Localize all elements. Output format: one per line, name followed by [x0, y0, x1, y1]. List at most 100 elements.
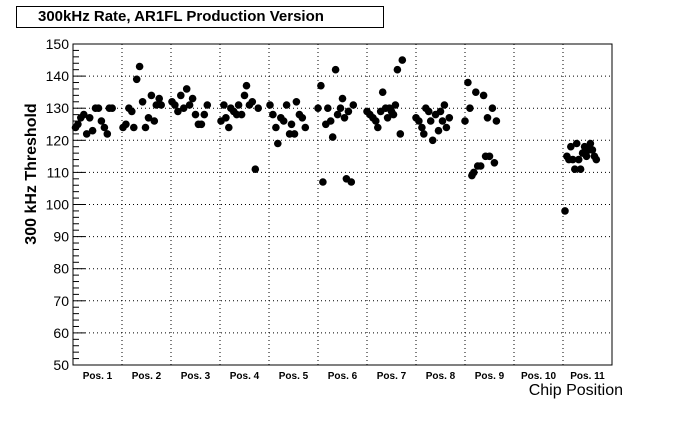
x-tick-label: Pos. 3	[181, 371, 211, 382]
data-point	[333, 110, 342, 119]
data-point	[470, 168, 478, 177]
data-point	[254, 104, 262, 112]
data-point	[561, 207, 569, 215]
data-point	[266, 101, 274, 109]
data-point	[349, 101, 358, 109]
data-point	[398, 56, 407, 64]
data-point	[340, 114, 349, 122]
data-point	[483, 114, 492, 122]
data-point	[476, 162, 485, 170]
grid-layer	[73, 44, 612, 365]
data-point	[182, 85, 191, 93]
data-point	[374, 123, 382, 132]
data-point	[415, 117, 423, 125]
data-point	[197, 120, 206, 129]
data-point	[274, 139, 282, 148]
data-point	[314, 104, 322, 112]
data-point	[464, 78, 472, 87]
data-point	[572, 139, 581, 148]
data-point	[338, 94, 347, 103]
data-point	[344, 107, 353, 116]
y-tick-label: 150	[46, 36, 70, 52]
data-point	[225, 123, 233, 132]
data-point	[461, 117, 469, 125]
x-tick-label: Pos. 2	[132, 371, 162, 382]
data-point	[301, 123, 310, 132]
data-point	[418, 123, 426, 132]
data-point	[234, 101, 243, 109]
data-point	[347, 178, 356, 186]
data-point	[576, 165, 585, 173]
data-point	[282, 101, 291, 109]
data-point	[135, 62, 144, 71]
data-point	[378, 88, 387, 96]
data-point	[222, 114, 230, 122]
data-point	[319, 178, 327, 186]
data-point	[191, 110, 200, 119]
data-point	[492, 117, 501, 125]
data-point	[130, 123, 138, 132]
data-point	[328, 133, 337, 141]
data-point	[479, 91, 488, 100]
y-tick-label: 140	[46, 68, 70, 84]
data-point	[290, 130, 299, 138]
x-tick-label: Pos. 7	[377, 371, 407, 382]
data-point	[108, 104, 116, 112]
data-point	[240, 91, 249, 100]
data-point	[128, 107, 136, 116]
y-tick-label: 120	[46, 132, 70, 148]
y-tick-label: 130	[46, 100, 70, 116]
data-point	[80, 110, 88, 119]
data-point	[586, 139, 595, 148]
data-point	[174, 107, 182, 116]
data-point	[220, 101, 228, 109]
data-point	[292, 98, 301, 106]
data-point	[336, 104, 345, 112]
data-point	[237, 110, 246, 119]
data-point	[436, 107, 445, 116]
data-point	[177, 91, 185, 100]
chart-title: 300kHz Rate, AR1FL Production Version	[16, 6, 384, 28]
y-tick-label: 80	[53, 261, 69, 277]
data-point	[150, 117, 159, 125]
data-point	[157, 101, 165, 109]
data-point	[155, 94, 163, 103]
data-point	[100, 123, 109, 132]
data-point	[466, 104, 474, 112]
data-point	[391, 101, 400, 109]
data-point	[488, 104, 497, 112]
data-point	[242, 81, 251, 90]
axis-layer: 50 60 70 80 90 100 110 120 130 140 150 Pos. 1 Pos. 2…	[46, 36, 606, 382]
data-point	[567, 142, 575, 151]
data-point	[434, 126, 443, 135]
data-point	[445, 114, 454, 122]
y-tick-label: 110	[47, 164, 70, 180]
data-point	[317, 81, 325, 90]
data-point	[171, 101, 179, 109]
data-point	[490, 159, 499, 167]
data-point	[424, 107, 433, 116]
data-point	[179, 104, 188, 112]
x-tick-label: Pos. 4	[230, 371, 260, 382]
data-point	[440, 101, 449, 109]
x-axis-label: Chip Position	[529, 382, 623, 399]
data-point	[141, 123, 150, 132]
data-point	[588, 146, 597, 154]
data-point	[103, 130, 112, 138]
data-point	[279, 117, 288, 125]
data-point	[472, 88, 480, 96]
data-point	[74, 120, 82, 129]
data-point	[144, 114, 153, 122]
data-point	[571, 165, 579, 173]
x-tick-label: Pos. 6	[328, 371, 358, 382]
data-point	[372, 117, 380, 125]
data-point	[428, 136, 437, 145]
data-point	[298, 114, 307, 122]
x-tick-label: Pos. 1	[83, 371, 113, 382]
data-point	[97, 117, 106, 125]
x-tick-label: Pos. 9	[475, 371, 505, 382]
data-point	[569, 155, 577, 164]
data-point	[138, 98, 147, 106]
x-tick-label: Pos. 5	[279, 371, 309, 382]
data-point	[324, 104, 332, 112]
